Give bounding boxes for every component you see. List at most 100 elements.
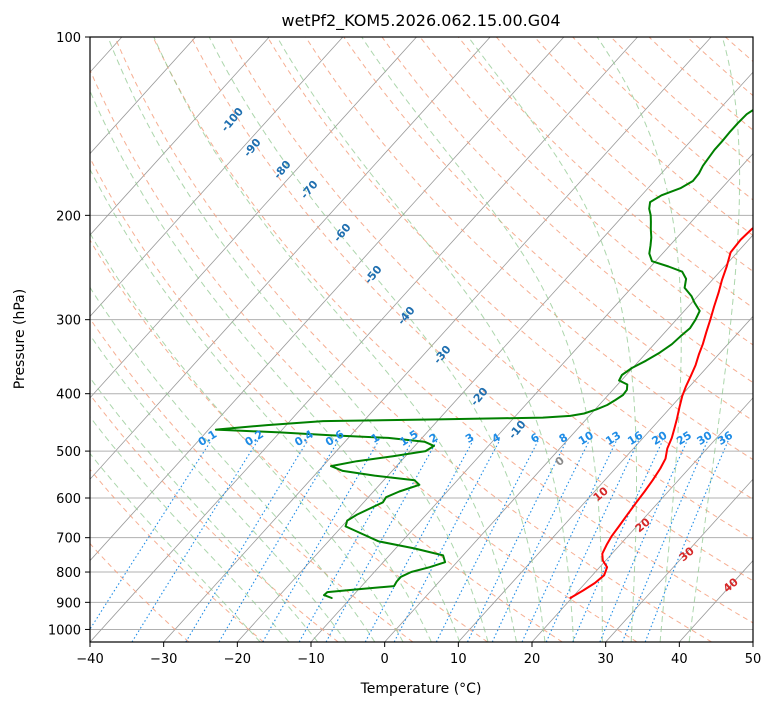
moist-adiabat-line xyxy=(688,37,741,642)
moist-adiabat-label: -90 xyxy=(241,136,264,160)
x-tick-label: −20 xyxy=(224,652,251,667)
x-tick-label: 40 xyxy=(671,652,688,667)
mixing-ratio-label: 30 xyxy=(695,429,715,448)
moist-adiabat-label: -100 xyxy=(218,105,246,135)
mixing-ratio-line xyxy=(298,440,413,642)
mixing-ratio-line xyxy=(90,440,212,631)
isotherm-grid xyxy=(90,37,753,642)
mixing-ratio-label: 6 xyxy=(528,431,542,446)
plot-area: 0.1 0.2 0.4 0.6 1 1.5 2 3 4 6 8 10 13 16 20 25 30 36-100-… xyxy=(90,37,775,642)
moist-adiabat-label: -10 xyxy=(506,418,529,442)
mixing-ratio-line xyxy=(572,440,664,642)
moist-adiabat-label: -40 xyxy=(395,304,418,328)
mixing-ratio-label: 16 xyxy=(625,429,645,448)
isotherm-line xyxy=(384,234,753,642)
mixing-ratio-line xyxy=(491,440,590,642)
y-axis-label: Pressure (hPa) xyxy=(12,289,28,389)
x-tick-label: 20 xyxy=(524,652,541,667)
dry-adiabat-line xyxy=(90,468,264,642)
x-axis-label: Temperature (°C) xyxy=(360,681,482,697)
moist-adiabat-label: -80 xyxy=(271,158,294,182)
moist-adiabat-label: -60 xyxy=(331,221,354,245)
mixing-ratio-line xyxy=(467,440,568,642)
x-tick-label: 10 xyxy=(450,652,467,667)
temperature-line xyxy=(569,226,753,599)
mixing-ratio-label: 8 xyxy=(557,431,570,446)
dewpoint-line xyxy=(214,108,753,599)
x-tick-label: 0 xyxy=(381,652,389,667)
isotherm-line xyxy=(237,71,753,642)
chart-title: wetPf2_KOM5.2026.062.15.00.G04 xyxy=(281,11,560,31)
y-tick-label: 900 xyxy=(56,596,81,611)
dry-adiabat-line xyxy=(305,37,753,461)
y-tick-label: 1000 xyxy=(48,623,81,638)
moist-adiabat-label: -20 xyxy=(468,385,491,409)
y-tick-label: 200 xyxy=(56,209,81,224)
x-tick-label: 50 xyxy=(745,652,762,667)
mixing-ratio-line xyxy=(644,440,729,642)
dry-adiabat-line xyxy=(764,37,775,642)
y-axis: 100 200 300 400 500 600 700 800 900 1000 xyxy=(48,31,90,638)
moist-adiabat-line xyxy=(467,37,637,642)
moist-adiabat-line xyxy=(90,232,404,642)
moist-adiabats xyxy=(90,37,741,642)
dry-adiabat-line xyxy=(190,37,753,582)
moist-adiabat-line xyxy=(90,286,376,642)
mixing-ratio-label: 10 xyxy=(576,429,596,448)
dry-adiabat-line xyxy=(534,37,753,237)
mixing-ratio-line xyxy=(599,440,688,642)
dry-adiabat-line xyxy=(90,542,190,642)
moist-adiabat-label: -50 xyxy=(362,263,385,287)
mixing-ratio-label: 0.1 xyxy=(196,428,219,449)
isobar-grid xyxy=(90,37,753,630)
x-tick-label: −30 xyxy=(150,652,177,667)
dry-adiabat-label: 30 xyxy=(677,544,697,564)
mixing-ratio-line xyxy=(185,440,309,642)
dry-adiabat-line xyxy=(90,157,563,642)
moist-adiabat-line xyxy=(90,452,261,642)
mixing-ratio-label: 13 xyxy=(603,429,623,448)
plot-frame xyxy=(89,36,754,643)
y-tick-label: 100 xyxy=(56,31,81,46)
isotherm-line xyxy=(458,315,753,642)
dry-adiabat-line xyxy=(228,37,753,541)
x-tick-label: −40 xyxy=(76,652,103,667)
mixing-ratio-line xyxy=(131,440,259,642)
isotherm-line xyxy=(605,478,753,642)
mixing-ratio-label: 20 xyxy=(650,429,670,448)
x-axis: −40 −30 −20 −10 0 10 20 30 40 50 xyxy=(76,642,761,667)
isotherm-line xyxy=(90,37,491,480)
moist-adiabat-line xyxy=(596,37,682,642)
moist-adiabat-line xyxy=(361,37,603,642)
isotherm-line xyxy=(90,37,417,399)
dry-adiabat-line xyxy=(381,37,753,384)
dry-adiabat-line xyxy=(457,37,753,309)
y-tick-label: 300 xyxy=(56,314,81,329)
mixing-ratio-label: 0.4 xyxy=(292,427,316,449)
moist-adiabat-line xyxy=(90,334,347,642)
moist-adiabat-line xyxy=(107,37,489,642)
mixing-ratio-label: 1.5 xyxy=(397,428,420,449)
isotherm-line xyxy=(90,37,270,236)
mixing-ratio-label: 36 xyxy=(715,429,735,448)
dry-adiabat-line xyxy=(114,37,712,642)
isotherm-line xyxy=(163,37,712,642)
y-tick-label: 800 xyxy=(56,566,81,581)
dry-adiabat-line xyxy=(610,37,753,166)
mixing-ratio-label: 3 xyxy=(463,431,476,446)
x-tick-label: −10 xyxy=(297,652,324,667)
mixing-ratio-label: 25 xyxy=(674,429,694,448)
isotherm-line xyxy=(752,641,753,642)
mixing-ratio-line xyxy=(393,440,501,642)
dry-adiabat-line xyxy=(90,393,339,642)
moist-adiabat-line xyxy=(276,37,575,642)
isotherm-line xyxy=(90,37,638,642)
dry-adiabat-line xyxy=(686,37,753,97)
isotherm-line xyxy=(531,397,753,642)
moist-adiabat-line xyxy=(208,37,546,642)
y-tick-label: 500 xyxy=(56,445,81,460)
moist-adiabat-line xyxy=(90,376,319,642)
dry-adiabat-line xyxy=(343,37,753,422)
isotherm-line xyxy=(90,37,565,562)
